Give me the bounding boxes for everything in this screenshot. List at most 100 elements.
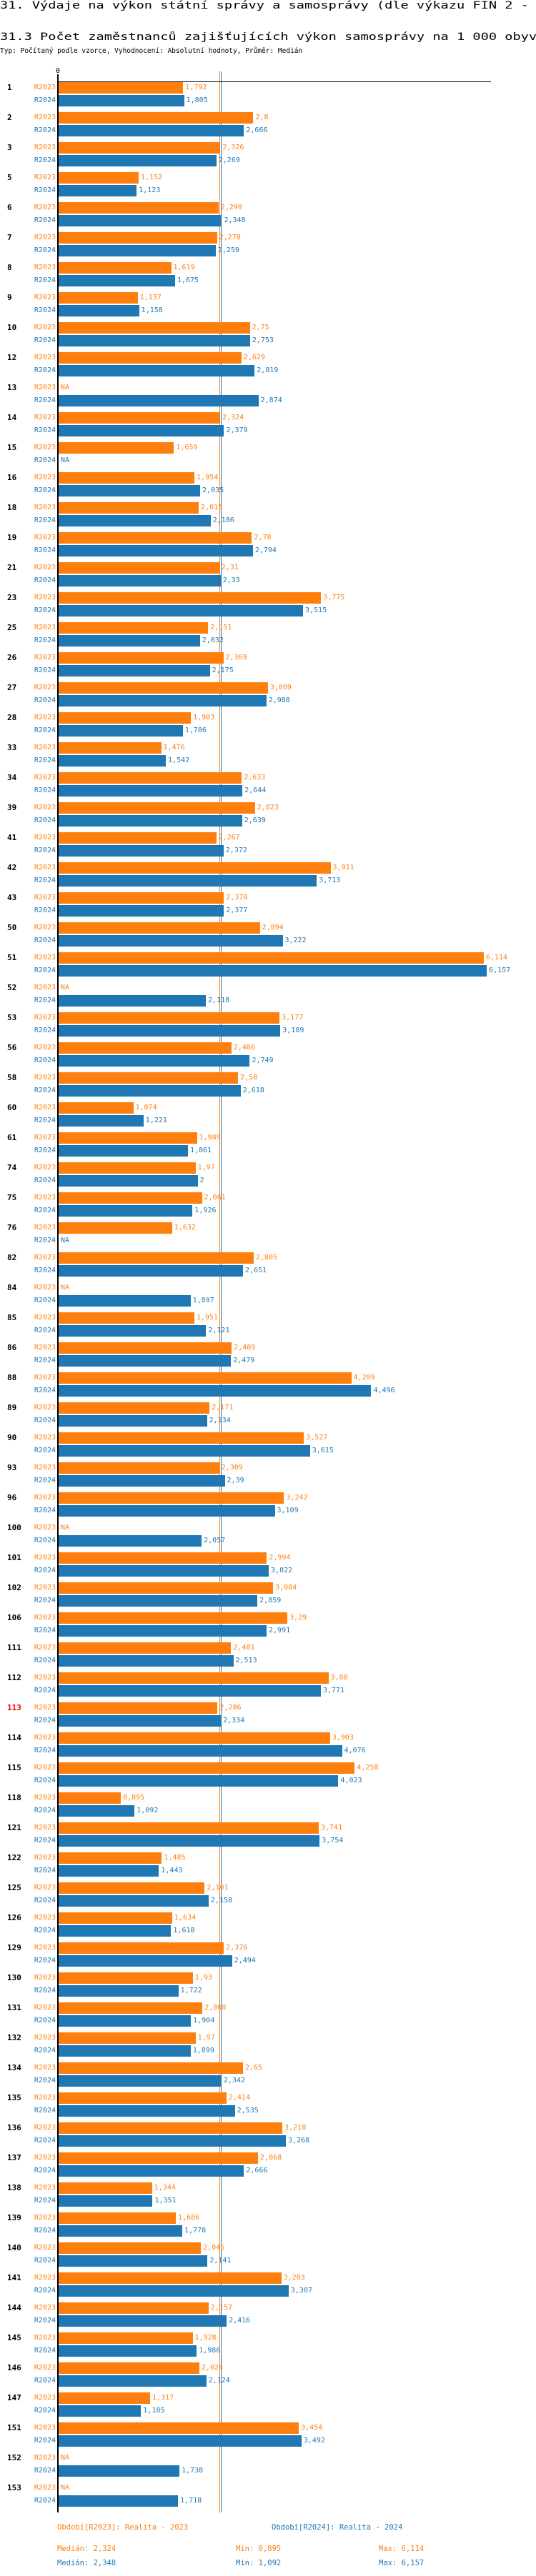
- category-label: 89: [7, 1403, 17, 1412]
- value-label: 3,109: [277, 1507, 299, 1514]
- value-label: 2,65: [244, 2064, 262, 2072]
- series-label: R2023: [34, 1584, 56, 1592]
- value-label: 1,97: [197, 1164, 215, 1172]
- chart-title: 31.3 Počet zaměstnanců zajišťujících výk…: [0, 31, 536, 43]
- bar-R2023: [59, 442, 174, 454]
- value-label: 1,659: [176, 444, 198, 451]
- series-label: R2024: [34, 997, 56, 1004]
- value-label: 2,629: [243, 354, 265, 361]
- category-label: 10: [7, 323, 17, 332]
- bar-R2024: [59, 635, 200, 647]
- series-label: R2024: [34, 1567, 56, 1574]
- value-label: 3,022: [271, 1567, 293, 1574]
- series-label: R2024: [34, 2377, 56, 2385]
- bar-R2023: [59, 172, 139, 184]
- bar-R2023: [59, 1732, 330, 1744]
- bar-R2024: [59, 1145, 189, 1157]
- value-label: 2,639: [244, 817, 266, 824]
- series-label: R2023: [34, 1644, 56, 1652]
- value-label: 3,218: [284, 2124, 307, 2132]
- category-label: 135: [7, 2093, 21, 2102]
- series-label: R2024: [34, 426, 56, 434]
- category-label: 144: [7, 2303, 21, 2312]
- category-label: 6: [7, 203, 12, 212]
- series-label: R2023: [34, 144, 56, 151]
- value-label: 2,158: [210, 1897, 233, 1904]
- value-label: 2,372: [225, 847, 247, 854]
- value-label: 2,334: [223, 1717, 245, 1724]
- series-label: R2024: [34, 1177, 56, 1184]
- median-line-R2023: [219, 71, 221, 2512]
- bar-R2024: [59, 1955, 232, 1967]
- value-label: NA: [61, 2484, 70, 2492]
- bar-R2024: [59, 1355, 232, 1367]
- series-label: R2023: [34, 924, 56, 932]
- bar-R2023: [59, 472, 195, 484]
- value-label: 2,535: [237, 2107, 259, 2115]
- series-label: R2024: [34, 396, 56, 404]
- series-label: R2023: [34, 834, 56, 842]
- series-label: R2023: [34, 744, 56, 752]
- value-label: 2,061: [204, 1194, 226, 1202]
- series-label: R2023: [34, 1614, 56, 1622]
- series-label: R2023: [34, 774, 56, 782]
- value-label: 2,186: [212, 516, 234, 524]
- bar-R2023: [59, 292, 138, 304]
- series-label: R2024: [34, 2137, 56, 2145]
- value-label: 3,222: [284, 937, 307, 944]
- value-label: 1,443: [161, 1867, 183, 1874]
- bar-R2023: [59, 1072, 239, 1084]
- value-label: 2,78: [254, 534, 272, 541]
- category-label: 41: [7, 833, 17, 842]
- value-label: 3,454: [301, 2424, 323, 2432]
- series-label: R2024: [34, 907, 56, 914]
- value-label: 2,269: [218, 156, 240, 164]
- series-label: R2024: [34, 126, 56, 134]
- value-label: 2,988: [268, 697, 290, 704]
- bar-R2023: [59, 2392, 151, 2404]
- bar-R2024: [59, 2225, 182, 2237]
- bar-R2024: [59, 1025, 281, 1037]
- value-label: 1,954: [197, 474, 219, 481]
- series-label: R2023: [34, 1734, 56, 1742]
- value-label: 2,894: [262, 924, 284, 932]
- bar-R2023: [59, 532, 252, 544]
- series-label: R2024: [34, 1417, 56, 1424]
- series-label: R2023: [34, 1254, 56, 1262]
- bar-R2023: [59, 772, 242, 784]
- bar-R2024: [59, 1415, 207, 1427]
- series-label: R2023: [34, 1434, 56, 1442]
- bar-R2023: [59, 502, 199, 514]
- category-label: 26: [7, 653, 17, 662]
- bar-R2023: [59, 1882, 205, 1894]
- value-label: 2,015: [201, 504, 223, 511]
- value-label: 2,101: [207, 1884, 229, 1892]
- max-stat: Max: 6,157: [379, 2559, 425, 2567]
- value-label: 3,713: [319, 877, 341, 884]
- value-label: 2,175: [212, 667, 234, 674]
- bar-R2024: [59, 185, 137, 196]
- series-label: R2024: [34, 1267, 56, 1274]
- bar-R2023: [59, 2002, 203, 2014]
- value-label: 3,189: [282, 1027, 304, 1034]
- bar-R2023: [59, 2032, 196, 2044]
- value-label: 1,221: [145, 1117, 167, 1124]
- series-label: R2024: [34, 1927, 56, 1935]
- value-label: 3,492: [303, 2437, 325, 2445]
- series-label: R2023: [34, 1674, 56, 1682]
- category-label: 13: [7, 383, 17, 392]
- bar-R2024: [59, 1535, 202, 1547]
- series-label: R2024: [34, 216, 56, 224]
- bar-R2024: [59, 125, 244, 136]
- median-stat: Medián: 2,324: [57, 2545, 116, 2553]
- value-label: 2,994: [269, 1554, 291, 1562]
- value-label: 2,057: [204, 1537, 226, 1544]
- series-label: R2024: [34, 2227, 56, 2235]
- value-label: 2,75: [252, 324, 269, 331]
- series-label: R2024: [34, 306, 56, 314]
- bar-R2024: [59, 95, 184, 106]
- bar-R2023: [59, 862, 331, 874]
- series-label: R2023: [34, 174, 56, 181]
- value-label: 2,819: [257, 366, 279, 374]
- bar-R2024: [59, 2495, 179, 2507]
